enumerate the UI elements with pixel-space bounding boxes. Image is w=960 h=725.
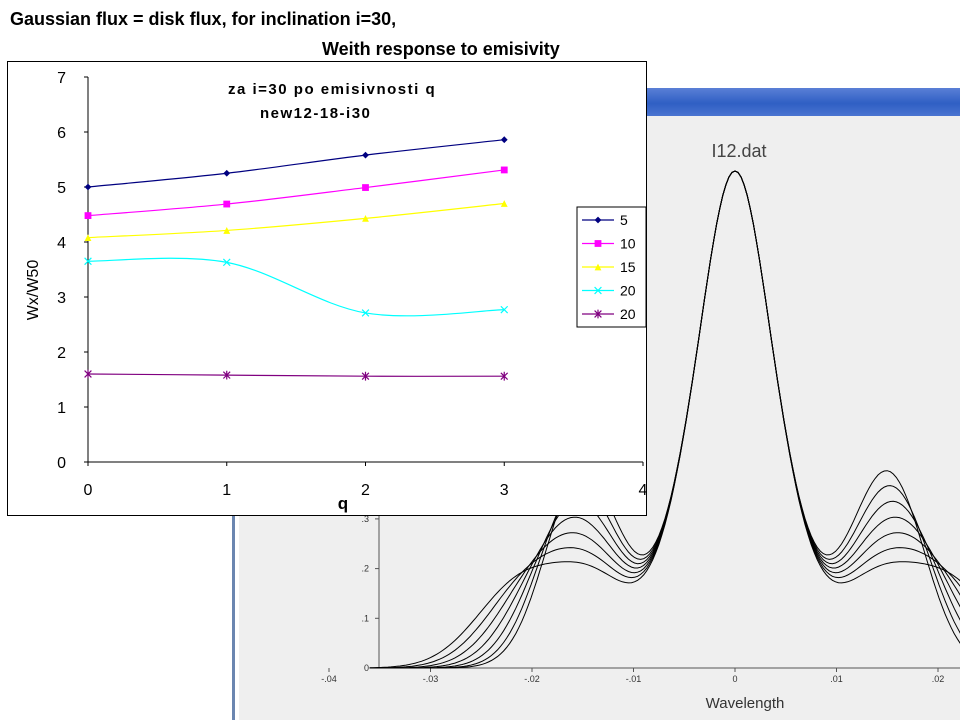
y-tick-label: 1 — [57, 400, 66, 417]
legend-label: 20 — [620, 306, 636, 322]
legend-label: 20 — [620, 283, 636, 299]
profile-x-tick-label: .02 — [932, 674, 945, 684]
data-point — [84, 183, 92, 191]
profile-x-tick-label: -.03 — [423, 674, 439, 684]
data-point — [500, 305, 509, 314]
data-point — [594, 240, 602, 247]
legend-label: 5 — [620, 212, 628, 228]
y-tick-label: 0 — [57, 455, 66, 472]
profile-curve — [369, 170, 960, 669]
data-point — [361, 309, 370, 317]
slide-title-line1: Gaussian flux = disk flux, for inclinati… — [10, 9, 397, 29]
profile-x-tick-label: .01 — [830, 674, 843, 684]
data-point — [500, 166, 508, 174]
profile-x-tick-label: -.04 — [321, 674, 337, 684]
x-tick-label: 2 — [361, 482, 370, 499]
data-point — [362, 184, 369, 191]
legend-label: 10 — [620, 236, 636, 252]
series-line — [87, 373, 505, 377]
profile-y-tick-label: 0 — [364, 663, 369, 673]
chart-subtitle: new12-18-i30 — [260, 105, 371, 122]
data-point — [223, 227, 231, 234]
data-point — [594, 263, 602, 271]
x-tick-label: 3 — [500, 482, 509, 499]
data-point — [222, 370, 231, 380]
x-tick-label: 0 — [84, 482, 93, 499]
emissivity-chart-svg: 0 1 2 3 4 5 6 7 0 1 2 3 4 za i=30 po emisivnosti q new… — [25, 70, 648, 513]
data-point — [500, 200, 508, 207]
data-point — [500, 371, 509, 381]
data-point — [84, 257, 92, 266]
x-tick-label: 1 — [222, 482, 231, 499]
slide-title-line2: Weith response to emisivity — [322, 39, 560, 59]
y-tick-label: 5 — [57, 180, 66, 197]
data-point — [361, 371, 370, 381]
data-point — [362, 214, 369, 222]
x-tick-label: 4 — [639, 482, 646, 499]
data-point — [500, 136, 508, 144]
data-point — [594, 286, 602, 295]
data-point — [222, 258, 231, 267]
profile-title: I12.dat — [711, 141, 766, 161]
y-tick-label: 7 — [57, 70, 66, 87]
profile-x-tick-label: -.02 — [524, 674, 540, 684]
data-point — [362, 151, 369, 159]
legend-label: 15 — [620, 259, 636, 275]
series-line — [87, 257, 505, 317]
profile-x-tick-label: 0 — [732, 674, 737, 684]
y-tick-label: 6 — [57, 125, 66, 142]
data-point — [594, 309, 602, 319]
y-tick-label: 2 — [57, 345, 66, 362]
y-tick-label: 4 — [57, 235, 66, 252]
series-line — [87, 139, 505, 188]
x-axis-label: q — [338, 494, 348, 513]
data-point — [223, 169, 231, 177]
profile-x-tick-label: -.01 — [626, 674, 642, 684]
data-point — [84, 234, 92, 241]
y-axis-label: Wx/W50 — [25, 260, 42, 321]
data-point — [594, 216, 602, 224]
profile-y-tick-label: .2 — [361, 564, 369, 574]
data-point — [84, 212, 92, 219]
y-tick-label: 3 — [57, 290, 66, 307]
profile-y-tick-label: .3 — [361, 514, 369, 524]
data-point — [84, 369, 92, 379]
profile-x-label: Wavelength — [706, 695, 785, 712]
profile-y-tick-label: .1 — [361, 613, 369, 623]
emissivity-chart: 0 1 2 3 4 5 6 7 0 1 2 3 4 za i=30 po emisivnosti q new… — [7, 61, 648, 516]
data-point — [223, 200, 231, 208]
series-line — [87, 202, 505, 239]
series-line — [87, 169, 505, 217]
chart-title: za i=30 po emisivnosti q — [228, 81, 436, 98]
